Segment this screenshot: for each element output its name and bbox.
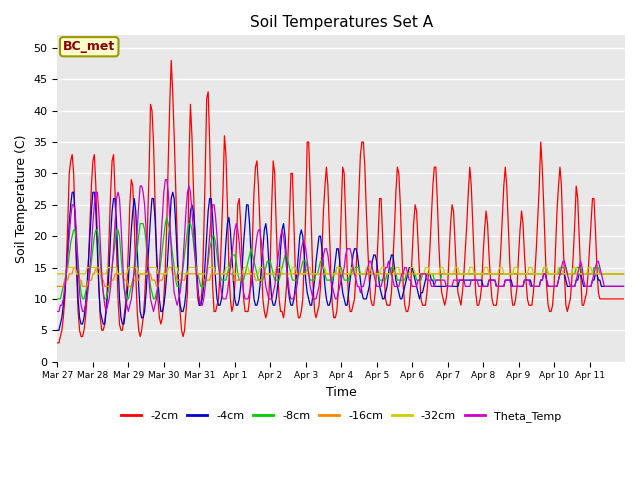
Legend: -2cm, -4cm, -8cm, -16cm, -32cm, Theta_Temp: -2cm, -4cm, -8cm, -16cm, -32cm, Theta_Te… [117, 407, 565, 426]
Title: Soil Temperatures Set A: Soil Temperatures Set A [250, 15, 433, 30]
Text: BC_met: BC_met [63, 40, 115, 53]
Y-axis label: Soil Temperature (C): Soil Temperature (C) [15, 134, 28, 263]
X-axis label: Time: Time [326, 386, 356, 399]
